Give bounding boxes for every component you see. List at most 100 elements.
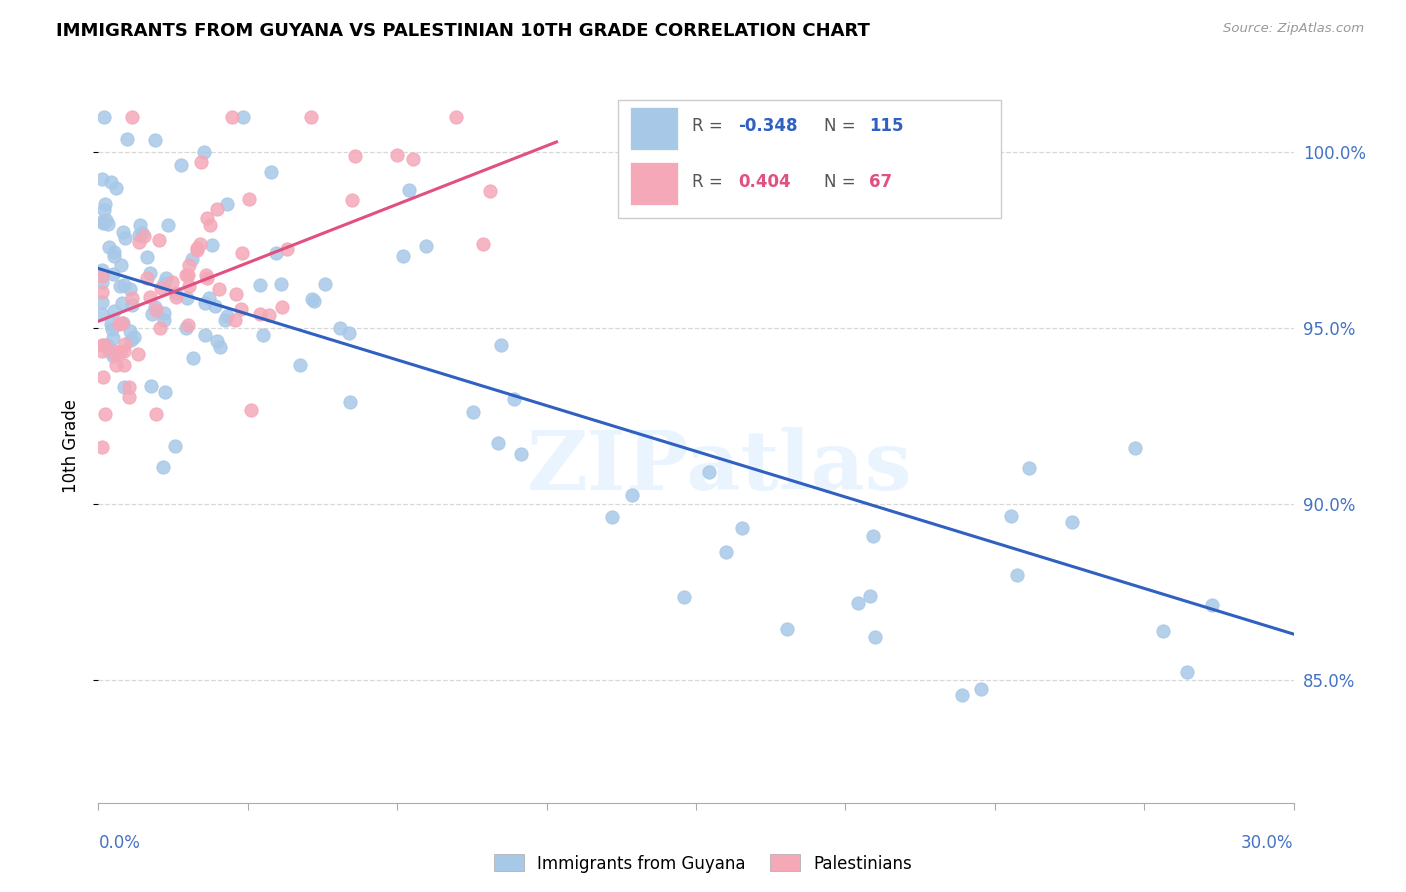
Point <box>621 488 644 502</box>
Point <box>266 245 288 260</box>
Point <box>111 295 134 310</box>
Point <box>129 219 152 233</box>
Point <box>118 390 141 404</box>
Point <box>114 231 136 245</box>
Point <box>91 344 114 359</box>
Point <box>111 316 134 330</box>
Point <box>950 688 973 702</box>
Point <box>143 300 166 314</box>
Point <box>177 258 200 272</box>
Point <box>697 465 720 479</box>
Point <box>128 235 150 249</box>
Point <box>714 545 737 559</box>
Point <box>259 164 281 178</box>
Point <box>100 317 122 331</box>
Point <box>91 276 114 290</box>
Point <box>214 313 236 327</box>
Point <box>177 318 200 332</box>
Point <box>107 317 129 331</box>
Point <box>221 111 243 125</box>
Point <box>181 351 204 366</box>
Point <box>114 336 136 351</box>
Point <box>299 111 322 125</box>
Point <box>415 238 437 252</box>
Point <box>152 313 174 327</box>
Point <box>91 216 114 230</box>
Point <box>387 148 409 162</box>
Point <box>94 197 117 211</box>
Point <box>170 158 193 172</box>
Point <box>143 132 166 146</box>
Point <box>176 291 198 305</box>
Point <box>201 237 224 252</box>
Point <box>103 245 125 260</box>
Point <box>114 278 136 293</box>
Point <box>110 258 132 272</box>
Text: ZIPatlas: ZIPatlas <box>527 427 912 508</box>
Point <box>491 338 513 352</box>
Point <box>94 213 117 227</box>
Point <box>1005 568 1028 582</box>
Point <box>156 219 179 233</box>
Point <box>249 307 271 321</box>
Point <box>503 392 526 407</box>
Point <box>101 350 124 364</box>
Text: -0.348: -0.348 <box>738 118 797 136</box>
Point <box>98 240 121 254</box>
Point <box>195 211 218 226</box>
Point <box>270 277 292 292</box>
Point <box>970 681 993 696</box>
Point <box>276 242 298 256</box>
Text: 0.404: 0.404 <box>738 173 790 191</box>
Point <box>190 154 212 169</box>
Point <box>91 262 114 277</box>
Point <box>186 241 208 255</box>
Point <box>509 447 531 461</box>
Point <box>120 282 142 296</box>
Point <box>197 291 219 305</box>
Point <box>249 277 271 292</box>
Point <box>93 337 115 351</box>
Point <box>232 111 254 125</box>
Point <box>1152 624 1174 639</box>
Point <box>204 299 226 313</box>
Point <box>862 529 884 543</box>
Point <box>198 218 221 232</box>
Point <box>177 268 200 282</box>
Point <box>301 292 323 306</box>
Point <box>117 380 139 394</box>
Point <box>1201 598 1223 612</box>
Point <box>91 214 114 228</box>
Point <box>252 327 274 342</box>
Point <box>181 252 204 266</box>
Point <box>149 321 172 335</box>
Point <box>231 245 253 260</box>
Text: N =: N = <box>824 173 860 191</box>
Text: 115: 115 <box>869 118 904 136</box>
Text: IMMIGRANTS FROM GUYANA VS PALESTINIAN 10TH GRADE CORRELATION CHART: IMMIGRANTS FROM GUYANA VS PALESTINIAN 10… <box>56 22 870 40</box>
Point <box>114 380 136 394</box>
Text: N =: N = <box>824 118 860 136</box>
Point <box>398 183 420 197</box>
Point <box>153 277 176 291</box>
Point <box>93 203 115 218</box>
Point <box>238 192 260 206</box>
Point <box>91 294 114 309</box>
Text: 67: 67 <box>869 173 893 191</box>
Point <box>152 460 174 475</box>
Point <box>1060 516 1083 530</box>
Point <box>155 384 177 399</box>
Point <box>145 407 167 421</box>
Point <box>193 296 215 310</box>
FancyBboxPatch shape <box>630 107 678 150</box>
Point <box>288 358 311 372</box>
Point <box>115 132 138 146</box>
Point <box>139 378 162 392</box>
Point <box>112 344 135 359</box>
Point <box>101 322 124 336</box>
Text: 30.0%: 30.0% <box>1241 834 1294 852</box>
Point <box>121 291 143 305</box>
Point <box>122 330 145 344</box>
Point <box>205 334 228 349</box>
Point <box>91 268 114 283</box>
